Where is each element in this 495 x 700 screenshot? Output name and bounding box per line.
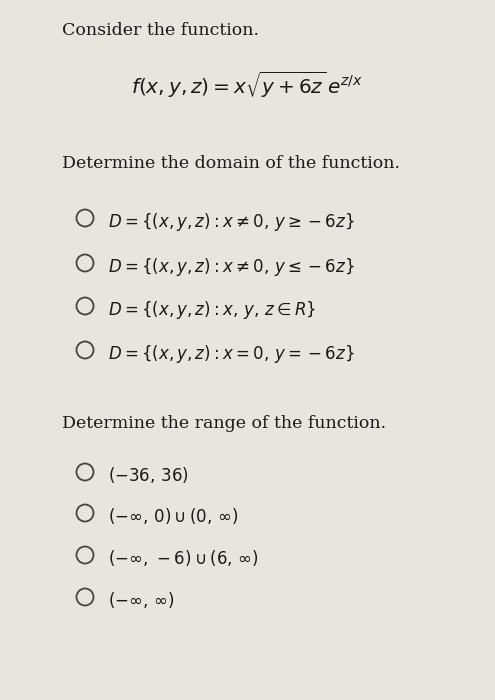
Text: $D = \{(x, y, z): x \neq 0,\, y \leq -6z\}$: $D = \{(x, y, z): x \neq 0,\, y \leq -6z… [108, 256, 355, 278]
Text: $(-\infty,\, 0) \cup (0,\, \infty)$: $(-\infty,\, 0) \cup (0,\, \infty)$ [108, 506, 239, 526]
Text: $D = \{(x, y, z): x,\, y,\, z \in R\}$: $D = \{(x, y, z): x,\, y,\, z \in R\}$ [108, 299, 316, 321]
Text: $f(x, y, z) = x\sqrt{y + 6z}\,e^{z/x}$: $f(x, y, z) = x\sqrt{y + 6z}\,e^{z/x}$ [131, 70, 364, 100]
Text: $(-\infty,\, \infty)$: $(-\infty,\, \infty)$ [108, 590, 174, 610]
Text: $D = \{(x, y, z): x = 0,\, y = -6z\}$: $D = \{(x, y, z): x = 0,\, y = -6z\}$ [108, 343, 355, 365]
Text: Determine the range of the function.: Determine the range of the function. [62, 415, 386, 432]
Text: $(-36,\, 36)$: $(-36,\, 36)$ [108, 465, 189, 485]
Text: $(-\infty,\, -6) \cup (6,\, \infty)$: $(-\infty,\, -6) \cup (6,\, \infty)$ [108, 548, 259, 568]
Text: Determine the domain of the function.: Determine the domain of the function. [62, 155, 400, 172]
Text: $D = \{(x, y, z): x \neq 0,\, y \geq -6z\}$: $D = \{(x, y, z): x \neq 0,\, y \geq -6z… [108, 211, 355, 233]
Text: Consider the function.: Consider the function. [62, 22, 259, 39]
